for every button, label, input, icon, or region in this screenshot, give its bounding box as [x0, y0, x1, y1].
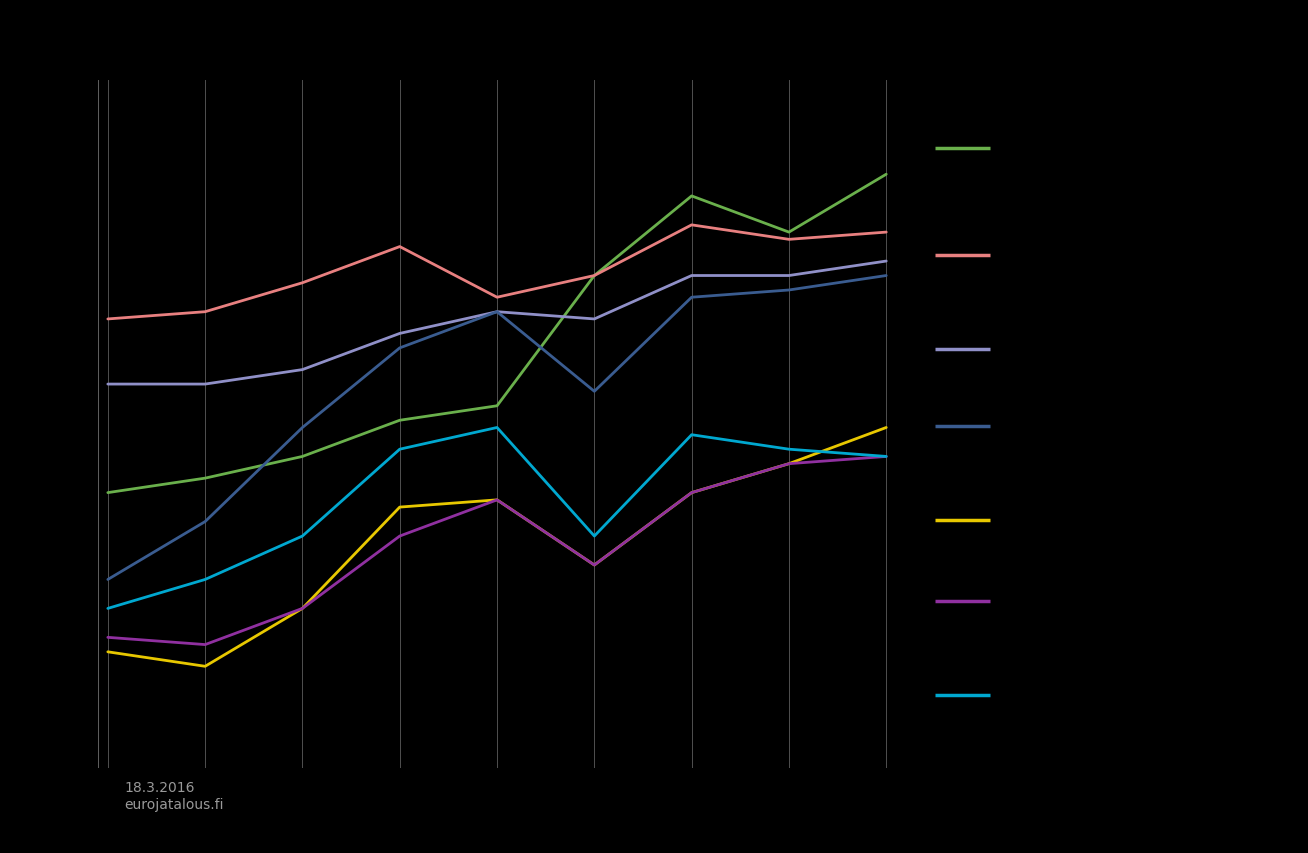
Text: 18.3.2016
eurojatalous.fi: 18.3.2016 eurojatalous.fi [124, 780, 224, 810]
